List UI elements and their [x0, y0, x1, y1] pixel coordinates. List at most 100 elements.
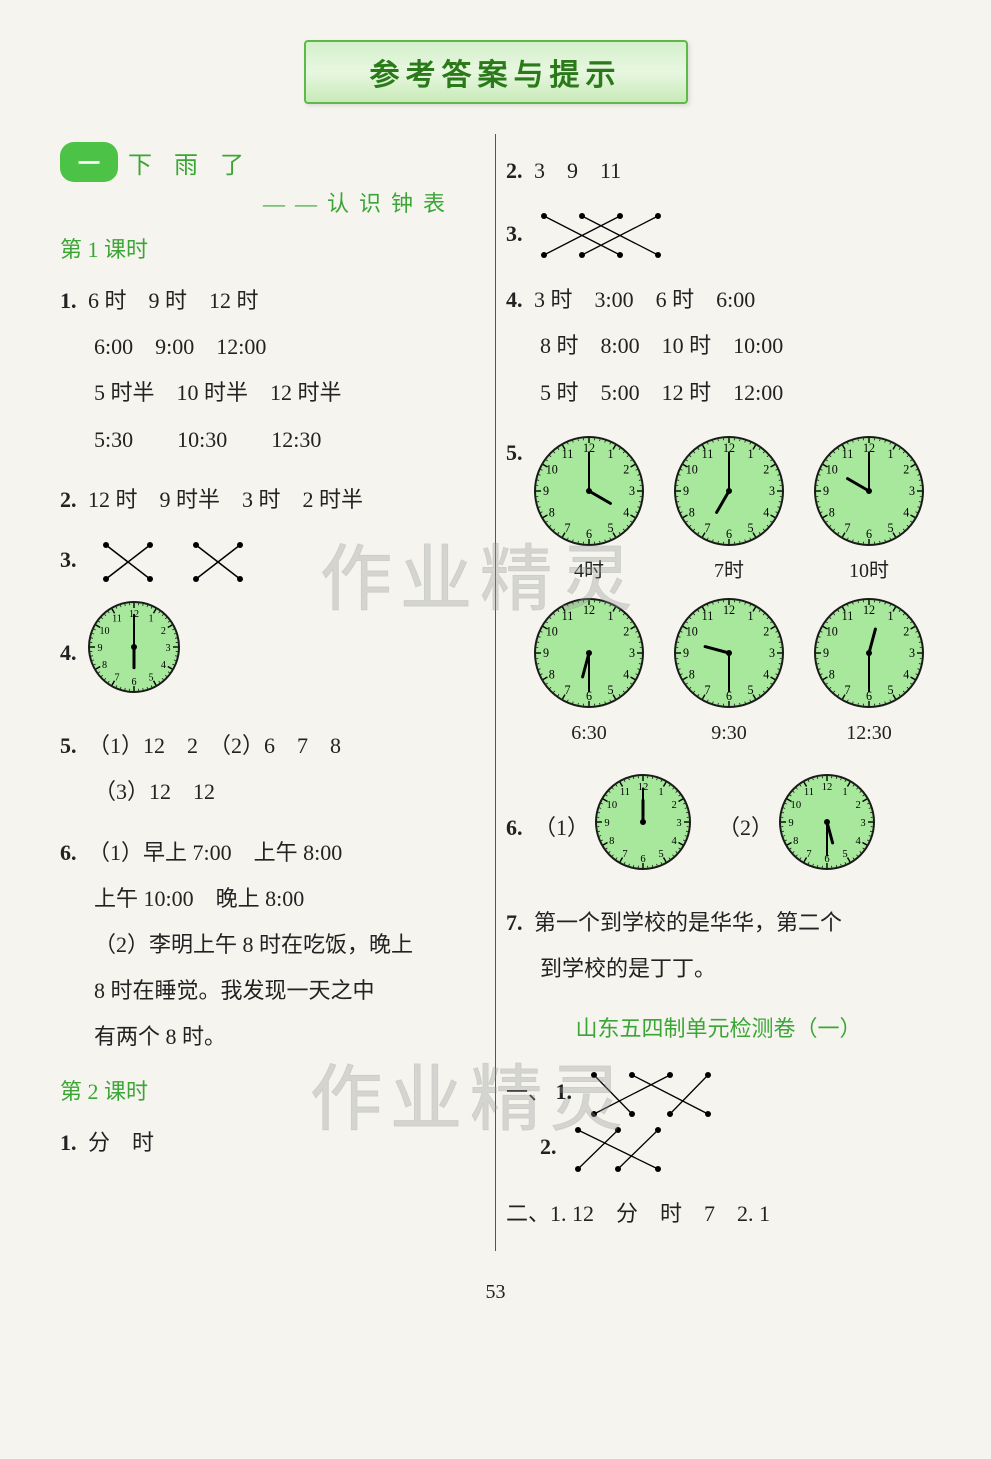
- unit-number-pill: 一: [60, 142, 118, 182]
- svg-text:2: 2: [903, 462, 909, 476]
- svg-text:12: 12: [723, 603, 735, 617]
- svg-text:10: 10: [686, 462, 698, 476]
- svg-text:10: 10: [826, 624, 838, 638]
- svg-text:1: 1: [842, 787, 847, 798]
- svg-text:10: 10: [546, 462, 558, 476]
- svg-text:7: 7: [114, 672, 119, 683]
- svg-text:8: 8: [793, 836, 798, 847]
- svg-text:4: 4: [623, 667, 629, 681]
- l1-q2: 2. 12 时 9 时半 3 时 2 时半: [60, 477, 485, 523]
- l2q1-text: 分 时: [88, 1130, 154, 1155]
- svg-text:2: 2: [671, 800, 676, 811]
- svg-text:12: 12: [821, 782, 832, 793]
- svg-text:4: 4: [903, 667, 909, 681]
- cross-icon: [98, 537, 158, 587]
- q6-l2: （2）李明上午 8 时在吃饭，晚上: [94, 932, 413, 957]
- svg-text:11: 11: [562, 447, 574, 461]
- svg-text:9: 9: [788, 818, 793, 829]
- qnum: 1.: [556, 1079, 573, 1104]
- q2-text: 12 时 9 时半 3 时 2 时半: [88, 487, 363, 512]
- q1-l1: 6:00 9:00 12:00: [94, 334, 266, 359]
- svg-text:9: 9: [97, 643, 102, 654]
- svg-text:3: 3: [629, 484, 635, 498]
- rq4-l0: 3 时 3:00 6 时 6:00: [534, 287, 755, 312]
- clock-label: 4时: [574, 550, 604, 592]
- q6-l1: 上午 10:00 晚上 8:00: [94, 886, 304, 911]
- svg-text:4: 4: [855, 836, 861, 847]
- q5-text: （1）12 2 （2）6 7 8: [88, 733, 341, 758]
- clock-label: 6:30: [571, 712, 607, 754]
- qnum: 3.: [60, 547, 77, 572]
- r-q6: 6. （1） 123456789101112 （2） 1234567891011…: [506, 774, 931, 886]
- qnum: 3.: [506, 221, 523, 246]
- l2-q1: 1. 分 时: [60, 1120, 485, 1166]
- l1-q3: 3.: [60, 537, 485, 587]
- clock-face: 123456789101112: [779, 774, 875, 886]
- svg-text:4: 4: [671, 836, 677, 847]
- clock-face: 123456789101112: [595, 774, 691, 886]
- sec1: 一、 1. 2.: [506, 1067, 931, 1177]
- svg-text:4: 4: [623, 505, 629, 519]
- svg-text:11: 11: [619, 787, 629, 798]
- svg-text:4: 4: [763, 667, 769, 681]
- svg-text:10: 10: [546, 624, 558, 638]
- clock-cell: 12345678910111210时: [814, 436, 924, 592]
- rq7-l1: 到学校的是丁丁。: [540, 956, 716, 981]
- q6-l3: 8 时在睡觉。我发现一天之中: [94, 978, 375, 1003]
- svg-text:9: 9: [823, 484, 829, 498]
- qnum: 1.: [60, 288, 77, 313]
- qnum: 6.: [506, 815, 523, 840]
- svg-text:9: 9: [683, 646, 689, 660]
- qnum: 5.: [506, 440, 523, 465]
- svg-text:2: 2: [855, 800, 860, 811]
- svg-text:11: 11: [112, 613, 122, 624]
- svg-text:9: 9: [683, 484, 689, 498]
- svg-text:11: 11: [702, 609, 714, 623]
- svg-text:9: 9: [543, 484, 549, 498]
- banner-text: 参考答案与提示: [370, 50, 622, 94]
- svg-text:11: 11: [842, 447, 854, 461]
- r-q5: 5. 1234567891011124时1234567891011127时123…: [506, 430, 931, 760]
- test-paper-header: 山东五四制单元检测卷（一）: [506, 1006, 931, 1052]
- svg-text:9: 9: [604, 818, 609, 829]
- svg-text:8: 8: [689, 667, 695, 681]
- qnum: 6.: [60, 840, 77, 865]
- cross-4-icon: [584, 1067, 714, 1122]
- svg-text:8: 8: [689, 505, 695, 519]
- svg-text:9: 9: [823, 646, 829, 660]
- cross-4-icon: [534, 208, 664, 263]
- l1-q5: 5. （1）12 2 （2）6 7 8 （3）12 12: [60, 723, 485, 815]
- svg-text:10: 10: [606, 800, 617, 811]
- svg-text:5: 5: [148, 672, 153, 683]
- svg-text:2: 2: [763, 624, 769, 638]
- clock-cell: 1234567891011129:30: [674, 598, 784, 754]
- svg-text:8: 8: [829, 505, 835, 519]
- svg-text:6: 6: [586, 527, 592, 541]
- unit-title: 下雨了: [128, 145, 266, 180]
- svg-text:10: 10: [790, 800, 801, 811]
- svg-text:6: 6: [726, 527, 732, 541]
- qnum: 4.: [60, 640, 77, 665]
- cross-icon: [188, 537, 248, 587]
- svg-text:3: 3: [769, 646, 775, 660]
- q6-l0: （1）早上 7:00 上午 8:00: [88, 840, 342, 865]
- unit-subtitle: ——认识钟表: [60, 186, 455, 218]
- svg-text:2: 2: [623, 462, 629, 476]
- svg-text:4: 4: [161, 660, 166, 671]
- clock-label: 7时: [714, 550, 744, 592]
- svg-text:4: 4: [763, 505, 769, 519]
- qnum: 2.: [540, 1134, 557, 1159]
- svg-text:10: 10: [100, 626, 110, 637]
- svg-text:8: 8: [609, 836, 614, 847]
- title-banner: 参考答案与提示: [304, 40, 688, 104]
- clock-face: 123456789101112: [88, 601, 180, 709]
- svg-text:9: 9: [543, 646, 549, 660]
- clock-cell: 1234567891011124时: [534, 436, 644, 592]
- svg-text:3: 3: [860, 818, 865, 829]
- svg-text:3: 3: [909, 646, 915, 660]
- svg-text:3: 3: [769, 484, 775, 498]
- svg-text:3: 3: [629, 646, 635, 660]
- content-columns: 一 下雨了 ——认识钟表 第 1 课时 1. 6 时 9 时 12 时 6:00…: [50, 134, 941, 1251]
- q6-l4: 有两个 8 时。: [94, 1024, 226, 1049]
- rq7-l0: 第一个到学校的是华华，第二个: [534, 910, 842, 935]
